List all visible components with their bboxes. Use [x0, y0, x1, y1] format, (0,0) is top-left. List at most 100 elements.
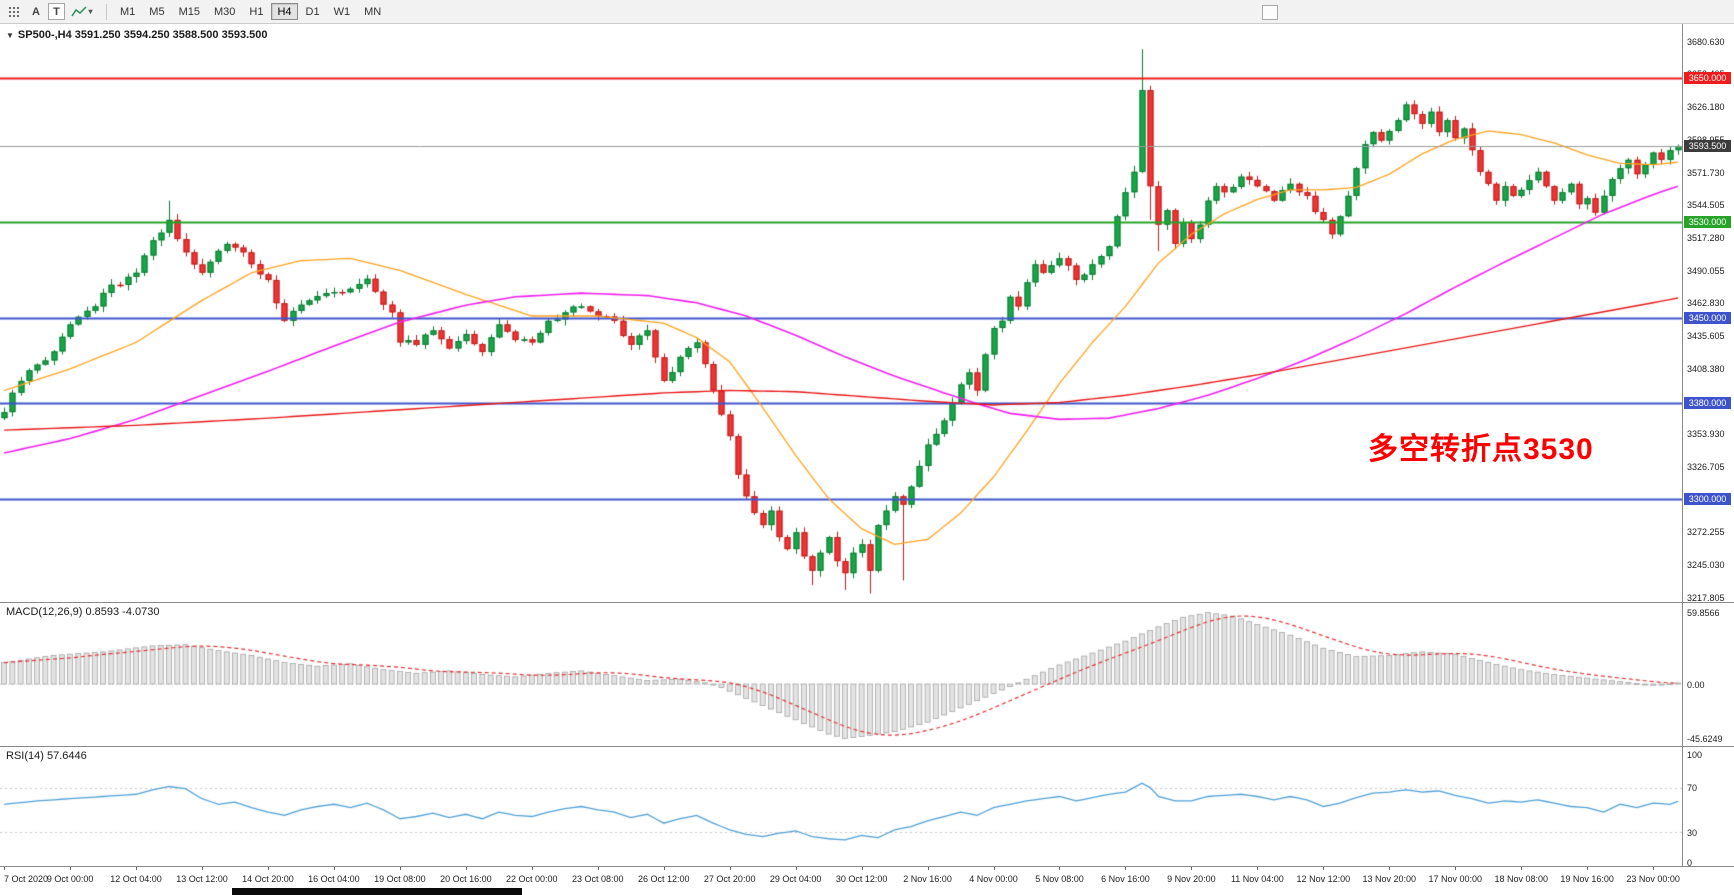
timeframe-button-m1[interactable]: M1 [120, 5, 136, 18]
timeframe-button-w1[interactable]: W1 [333, 5, 351, 18]
date-label: 12 Nov 12:00 [1296, 874, 1351, 884]
date-label: 22 Oct 00:00 [506, 874, 558, 884]
rsi-axis-label: 100 [1687, 749, 1703, 760]
price-axis: 3680.6303653.4053626.1803598.9553571.730… [1682, 24, 1734, 602]
indicator-tool-button[interactable]: ▾ [67, 3, 97, 21]
text-tool-label: T [53, 5, 60, 18]
time-axis-tick [1389, 867, 1390, 870]
time-axis-tick [1191, 867, 1192, 870]
macd-label: MACD(12,26,9) 0.8593 -4.0730 [6, 606, 160, 618]
cursor-tool-label: A [32, 5, 40, 18]
date-label: 19 Oct 08:00 [374, 874, 426, 884]
time-axis-tick [1587, 867, 1588, 870]
time-axis-tick [1521, 867, 1522, 870]
collapse-triangle-icon[interactable]: ▼ [6, 30, 14, 40]
date-label: 17 Nov 00:00 [1428, 874, 1483, 884]
date-label: 12 Oct 04:00 [110, 874, 162, 884]
date-label: 11 Nov 04:00 [1230, 874, 1284, 884]
current-price-badge: 3593.500 [1684, 139, 1731, 152]
toolbar-separator [106, 3, 107, 20]
price-level-badge: 3530.000 [1684, 216, 1731, 229]
price-axis-label: 3245.030 [1687, 560, 1725, 571]
caret-down-icon: ▾ [88, 7, 93, 16]
date-label: 4 Nov 00:00 [969, 874, 1018, 884]
timeframe-button-h4[interactable]: H4 [271, 3, 298, 20]
rsi-axis: 100 70 30 0 [1682, 747, 1734, 866]
price-level-badge: 3650.000 [1684, 72, 1731, 85]
price-axis-label: 3571.730 [1687, 167, 1725, 178]
timeframe-group: M1 M5 M15 M30 H1 H4 D1 W1 MN [114, 3, 389, 20]
price-axis-label: 3626.180 [1687, 102, 1725, 113]
time-axis-tick [466, 867, 467, 870]
timeframe-button-h1[interactable]: H1 [249, 5, 264, 18]
date-label: 6 Nov 16:00 [1101, 874, 1150, 884]
date-label: 20 Oct 16:00 [440, 874, 492, 884]
toolbar-right-button[interactable] [1262, 5, 1278, 20]
date-label: 13 Oct 12:00 [176, 874, 228, 884]
time-axis-tick [862, 867, 863, 870]
date-label: 13 Nov 20:00 [1362, 874, 1417, 884]
annotation-text[interactable]: 多空转折点3530 [1368, 433, 1594, 466]
symbol-ohlc-text: SP500-,H4 3591.250 3594.250 3588.500 359… [17, 29, 268, 41]
price-axis-label: 3353.930 [1687, 429, 1725, 440]
date-label: 30 Oct 12:00 [835, 874, 888, 884]
text-tool-button[interactable]: T [48, 3, 65, 20]
date-label: 14 Oct 20:00 [242, 874, 294, 884]
polyline-indicator-icon [71, 5, 88, 16]
timeframe-button-m30[interactable]: M30 [213, 5, 236, 18]
time-axis-tick [796, 867, 797, 870]
date-label: 23 Nov 00:00 [1626, 874, 1680, 884]
main-chart-canvas[interactable] [0, 24, 1682, 602]
date-label: 2 Nov 16:00 [903, 874, 952, 884]
rsi-canvas[interactable] [0, 747, 1682, 866]
time-axis-tick [1455, 867, 1456, 870]
cursor-tool-button[interactable]: A [26, 3, 46, 21]
time-axis-tick [928, 867, 929, 870]
time-axis-tick [598, 867, 599, 870]
price-axis-label: 3435.605 [1687, 331, 1725, 342]
date-label: 19 Nov 16:00 [1560, 874, 1614, 884]
rsi-panel: RSI(14) 57.6446 100 70 30 0 [0, 746, 1734, 866]
time-axis-tick [664, 867, 665, 870]
main-chart-panel: ▼ SP500-,H4 3591.250 3594.250 3588.500 3… [0, 24, 1734, 602]
price-level-badge: 3380.000 [1684, 396, 1731, 409]
time-axis-tick [268, 867, 269, 870]
time-axis-tick [400, 867, 401, 870]
symbol-ohlc-header: ▼ SP500-,H4 3591.250 3594.250 3588.500 3… [6, 29, 267, 41]
time-axis[interactable]: 7 Oct 2020 9 Oct 00:00 12 Oct 04:00 13 Oct … [0, 866, 1734, 888]
price-axis-label: 3598.955 [1687, 135, 1725, 145]
rsi-axis-label: 70 [1687, 783, 1698, 794]
price-axis-label: 3490.055 [1687, 265, 1725, 276]
time-axis-tick [730, 867, 731, 870]
timeframe-button-mn[interactable]: MN [364, 5, 382, 18]
date-label: 5 Nov 08:00 [1035, 874, 1084, 884]
price-level-badge: 3300.000 [1684, 492, 1731, 505]
macd-canvas[interactable] [0, 603, 1682, 746]
time-axis-tick [1323, 867, 1324, 870]
date-label: 29 Oct 04:00 [769, 874, 822, 884]
macd-axis-label: 59.8566 [1687, 608, 1720, 619]
time-axis-tick [4, 867, 5, 870]
date-label: 26 Oct 12:00 [637, 874, 690, 884]
date-label: 7 Oct 2020 [4, 874, 49, 884]
bottom-strip [0, 888, 1734, 895]
date-label: 16 Oct 04:00 [308, 874, 360, 884]
time-axis-tick [1653, 867, 1654, 870]
macd-axis: 59.8566 0.00 -45.6249 [1682, 603, 1734, 746]
timeframe-button-m15[interactable]: M15 [178, 5, 200, 18]
date-label: 23 Oct 08:00 [571, 874, 624, 884]
rsi-axis-label: 30 [1687, 827, 1698, 838]
timeframe-button-d1[interactable]: D1 [305, 5, 320, 18]
price-axis-label: 3462.830 [1687, 298, 1725, 309]
price-axis-label: 3544.505 [1687, 200, 1725, 211]
time-axis-tick [202, 867, 203, 870]
time-axis-tick [70, 867, 71, 870]
date-label: 9 Oct 00:00 [46, 874, 94, 884]
date-label: 18 Nov 08:00 [1494, 874, 1548, 884]
timeframe-button-m5[interactable]: M5 [149, 5, 165, 18]
time-axis-tick [532, 867, 533, 870]
price-axis-label: 3326.705 [1687, 462, 1725, 473]
price-axis-label: 3517.280 [1687, 233, 1725, 244]
grid-icon-button[interactable] [4, 3, 24, 21]
